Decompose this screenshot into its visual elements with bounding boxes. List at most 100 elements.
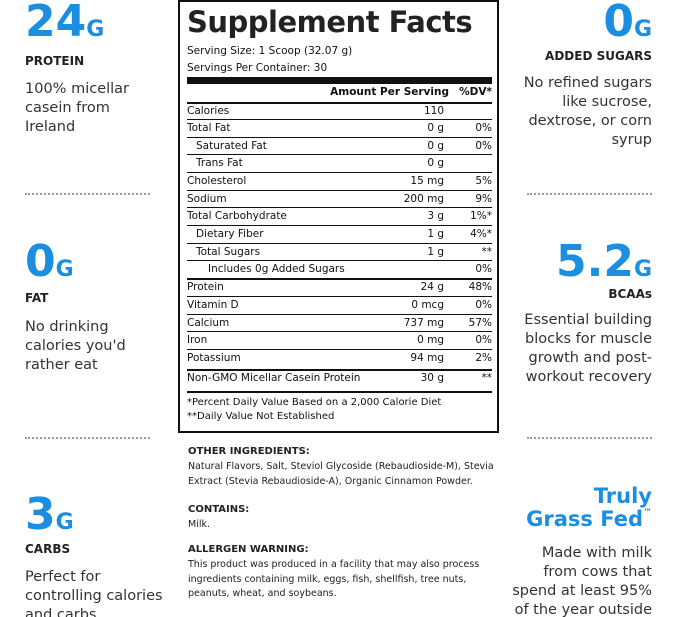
info-heading: CONTAINS:	[188, 504, 250, 515]
callout-text: Essential building	[524, 312, 652, 328]
nutrient-amount: 0 g	[427, 140, 444, 152]
header-dv: %DV*	[459, 86, 492, 98]
dotted-divider	[25, 437, 150, 439]
nutrient-name: Cholesterol	[187, 175, 247, 187]
hr	[187, 154, 492, 155]
hr	[187, 260, 492, 261]
callout-text: controlling calories	[25, 588, 163, 604]
thick-bar	[187, 77, 492, 84]
nutrient-name: Total Fat	[187, 122, 231, 134]
hr	[187, 119, 492, 120]
nutrient-amount: 24 g	[420, 281, 444, 293]
callout-unit: G	[55, 257, 74, 282]
callout-label: PROTEIN	[25, 54, 85, 68]
info-text: This product was produced in a facility …	[188, 559, 480, 570]
nutrient-dv: **	[481, 246, 493, 258]
hr	[187, 369, 492, 371]
nutrient-name: Calories	[187, 105, 230, 117]
callout-text: dextrose, or corn	[528, 113, 652, 129]
nutrient-amount: 30 g	[420, 372, 444, 384]
callout-big: 5.2G	[556, 240, 652, 284]
callout-big: 3G	[25, 493, 74, 537]
nutrient-amount: 0 g	[427, 157, 444, 169]
nutrient-name: Includes 0g Added Sugars	[208, 263, 345, 275]
callout-label: BCAAs	[608, 287, 652, 301]
callout-text: casein from	[25, 100, 110, 116]
nutrient-amount: 110	[423, 105, 444, 117]
info-text: Milk.	[188, 519, 210, 530]
footnote: *Percent Daily Value Based on a 2,000 Ca…	[187, 397, 442, 408]
hr	[187, 391, 492, 393]
nutrient-dv: 0%	[475, 299, 492, 311]
callout-text: spend at least 95%	[512, 583, 652, 599]
nutrient-name: Trans Fat	[196, 157, 243, 169]
info-heading: ALLERGEN WARNING:	[188, 544, 309, 555]
callout-unit: G	[86, 17, 105, 42]
hr	[187, 296, 492, 297]
nutrient-dv: 5%	[475, 175, 492, 187]
callout-label: ADDED SUGARS	[545, 49, 652, 63]
callout-big: Grass Fed™	[526, 509, 652, 530]
nutrient-name: Sodium	[187, 193, 227, 205]
callout-big-text: Grass Fed	[526, 507, 643, 531]
hr	[187, 102, 492, 104]
callout-text: and carbs	[25, 607, 97, 617]
nutrient-dv: 4%*	[470, 228, 492, 240]
callout-text: calories you'd	[25, 338, 126, 354]
callout-label: FAT	[25, 291, 49, 305]
hr	[187, 137, 492, 138]
nutrient-name: Total Carbohydrate	[187, 210, 287, 222]
callout-text: from cows that	[543, 564, 652, 580]
nutrient-amount: 0 mg	[417, 334, 444, 346]
info-text: Extract (Stevia Rebaudioside-A), Organic…	[188, 475, 473, 487]
callout-text: growth and post-	[528, 350, 653, 366]
callout-text: rather eat	[25, 357, 98, 373]
nutrient-amount: 15 mg	[410, 175, 444, 187]
callout-big: 0G	[25, 240, 74, 284]
callout-text: Ireland	[25, 119, 76, 135]
nutrient-name: Dietary Fiber	[196, 228, 264, 240]
info-text: peanuts, wheat, and soybeans.	[188, 588, 337, 599]
hr	[187, 225, 492, 226]
nutrient-amount: 0 g	[427, 122, 444, 134]
nutrient-amount: 94 mg	[410, 352, 444, 364]
callout-label: CARBS	[25, 542, 71, 556]
hr	[187, 172, 492, 173]
hr	[187, 243, 492, 244]
callout-text: No refined sugars	[523, 75, 652, 91]
hr	[187, 349, 492, 350]
callout-unit: G	[55, 510, 74, 535]
nutrient-amount: 1 g	[427, 228, 444, 240]
callout-text: syrup	[611, 132, 653, 148]
callout-text: like sucrose,	[562, 94, 652, 110]
nutrient-name: Calcium	[187, 317, 230, 329]
nutrient-dv: 0%	[475, 140, 492, 152]
nutrient-amount: 200 mg	[403, 193, 444, 205]
info-text: ingredients containing milk, eggs, fish,…	[188, 573, 467, 585]
hr	[187, 278, 492, 280]
trademark: ™	[643, 508, 652, 518]
servings: Servings Per Container: 30	[187, 62, 328, 74]
nutrient-amount: 1 g	[427, 246, 444, 258]
facts-box	[178, 0, 499, 433]
nutrient-dv: 9%	[475, 193, 492, 205]
hr	[187, 190, 492, 191]
hr	[187, 331, 492, 332]
dotted-divider	[527, 193, 652, 195]
callout-big: 24G	[25, 0, 104, 44]
nutrient-name: Vitamin D	[187, 299, 239, 311]
callout-text: No drinking	[25, 319, 109, 335]
hr	[187, 314, 492, 315]
nutrient-name: Total Sugars	[196, 246, 261, 258]
nutrient-name: Non-GMO Micellar Casein Protein	[187, 372, 361, 384]
nutrient-dv: 0%	[475, 122, 492, 134]
nutrient-name: Potassium	[187, 352, 241, 364]
callout-unit: G	[633, 17, 652, 42]
nutrient-name: Iron	[187, 334, 208, 346]
callout-number: 0	[603, 0, 634, 47]
footnote: **Daily Value Not Established	[187, 411, 335, 422]
info-text: Natural Flavors, Salt, Steviol Glycoside…	[188, 461, 494, 472]
serving-size: Serving Size: 1 Scoop (32.07 g)	[187, 45, 353, 57]
callout-text: workout recovery	[525, 369, 652, 385]
